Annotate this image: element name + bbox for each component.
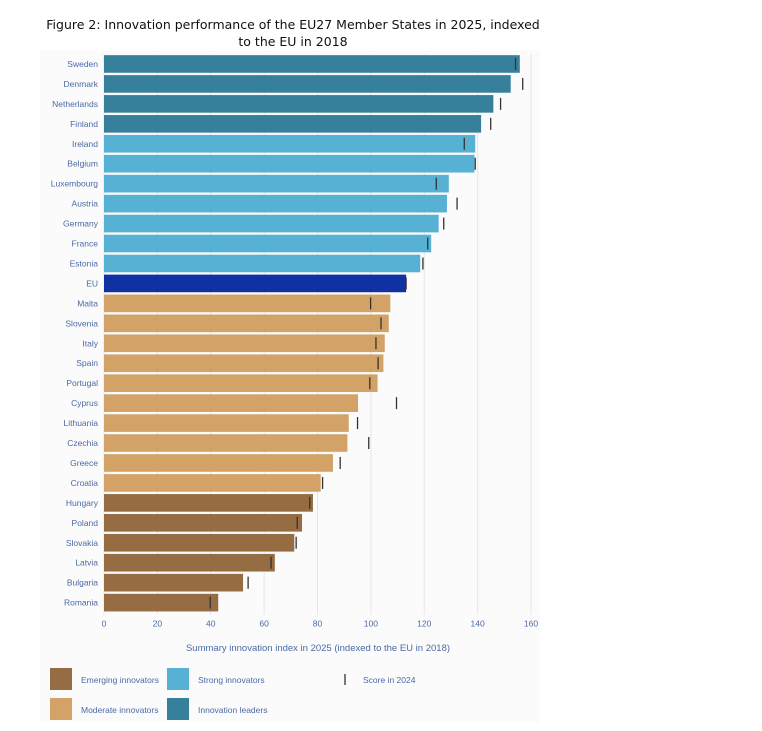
- x-axis-label: Summary innovation index in 2025 (indexe…: [186, 643, 450, 654]
- bar-greece: [104, 454, 333, 472]
- category-label-sweden: Sweden: [67, 59, 98, 69]
- category-label-belgium: Belgium: [67, 159, 98, 169]
- category-label-estonia: Estonia: [70, 258, 99, 268]
- bar-lithuania: [104, 414, 349, 432]
- bar-belgium: [104, 154, 475, 173]
- category-label-malta: Malta: [77, 298, 98, 308]
- legend-label-emerging: Emerging innovators: [81, 675, 159, 685]
- category-label-spain: Spain: [76, 358, 98, 368]
- bar-latvia: [104, 553, 275, 572]
- bar-spain: [104, 354, 384, 373]
- category-label-eu: EU: [86, 278, 98, 288]
- legend-swatch-emerging: [50, 668, 72, 690]
- bar-portugal: [104, 374, 378, 392]
- category-label-hungary: Hungary: [66, 498, 99, 508]
- category-labels: Sweden Denmark Netherlands Finland Ireland Be…: [51, 59, 99, 608]
- category-label-czechia: Czechia: [67, 438, 98, 448]
- bar-netherlands: [104, 95, 494, 113]
- legend-label-leaders: Innovation leaders: [198, 705, 267, 715]
- bar-romania: [104, 593, 219, 612]
- bar-ireland: [104, 134, 476, 153]
- legend-label-strong: Strong innovators: [198, 675, 265, 685]
- bars: [104, 55, 520, 612]
- category-label-romania: Romania: [64, 598, 98, 608]
- bar-hungary: [104, 494, 313, 512]
- bar-france: [104, 234, 432, 253]
- category-label-bulgaria: Bulgaria: [67, 578, 98, 588]
- legend-label-moderate: Moderate innovators: [81, 705, 159, 715]
- x-tick-label-40: 40: [206, 619, 216, 629]
- bar-sweden: [104, 55, 520, 73]
- category-label-greece: Greece: [70, 458, 98, 468]
- bar-italy: [104, 334, 385, 353]
- category-label-cyprus: Cyprus: [71, 398, 98, 408]
- category-label-portugal: Portugal: [66, 378, 98, 388]
- bar-bulgaria: [104, 573, 244, 592]
- bar-croatia: [104, 474, 321, 492]
- bar-denmark: [104, 75, 511, 93]
- bar-austria: [104, 194, 447, 213]
- category-label-lithuania: Lithuania: [63, 418, 98, 428]
- category-label-slovenia: Slovenia: [65, 318, 98, 328]
- bar-germany: [104, 214, 439, 233]
- bar-czechia: [104, 434, 348, 452]
- x-axis-ticks: 0 20 40 60 80 100 120 140 160: [102, 619, 539, 629]
- legend: Emerging innovators Strong innovators Scor…: [50, 668, 416, 720]
- category-label-ireland: Ireland: [72, 139, 98, 149]
- x-tick-label-120: 120: [417, 619, 431, 629]
- category-label-latvia: Latvia: [75, 558, 98, 568]
- category-label-finland: Finland: [70, 119, 98, 129]
- category-label-austria: Austria: [72, 199, 99, 209]
- bar-slovakia: [104, 533, 295, 552]
- bar-estonia: [104, 254, 421, 273]
- category-label-netherlands: Netherlands: [52, 99, 98, 109]
- x-tick-label-160: 160: [524, 619, 538, 629]
- x-tick-label-100: 100: [364, 619, 378, 629]
- category-label-france: France: [72, 239, 99, 249]
- category-label-croatia: Croatia: [71, 478, 99, 488]
- category-label-italy: Italy: [82, 338, 98, 348]
- category-label-luxembourg: Luxembourg: [51, 179, 99, 189]
- bar-cyprus: [104, 394, 359, 412]
- chart-title: Figure 2: Innovation performance of the …: [46, 17, 540, 49]
- x-tick-label-60: 60: [259, 619, 269, 629]
- score-2024-markers: [209, 57, 524, 609]
- bar-eu: [104, 274, 407, 293]
- category-label-poland: Poland: [72, 518, 99, 528]
- category-label-denmark: Denmark: [64, 79, 99, 89]
- category-label-germany: Germany: [63, 219, 99, 229]
- bar-slovenia: [104, 314, 389, 333]
- legend-swatch-strong: [167, 668, 189, 690]
- x-tick-label-0: 0: [102, 619, 107, 629]
- x-tick-label-20: 20: [153, 619, 163, 629]
- x-tick-label-140: 140: [471, 619, 485, 629]
- bar-luxembourg: [104, 174, 449, 193]
- legend-label-marker: Score in 2024: [363, 675, 416, 685]
- bar-finland: [104, 115, 482, 133]
- legend-swatch-moderate: [50, 698, 72, 720]
- bar-poland: [104, 514, 303, 532]
- category-label-slovakia: Slovakia: [66, 538, 98, 548]
- legend-swatch-leaders: [167, 698, 189, 720]
- bar-malta: [104, 294, 391, 313]
- x-tick-label-80: 80: [313, 619, 323, 629]
